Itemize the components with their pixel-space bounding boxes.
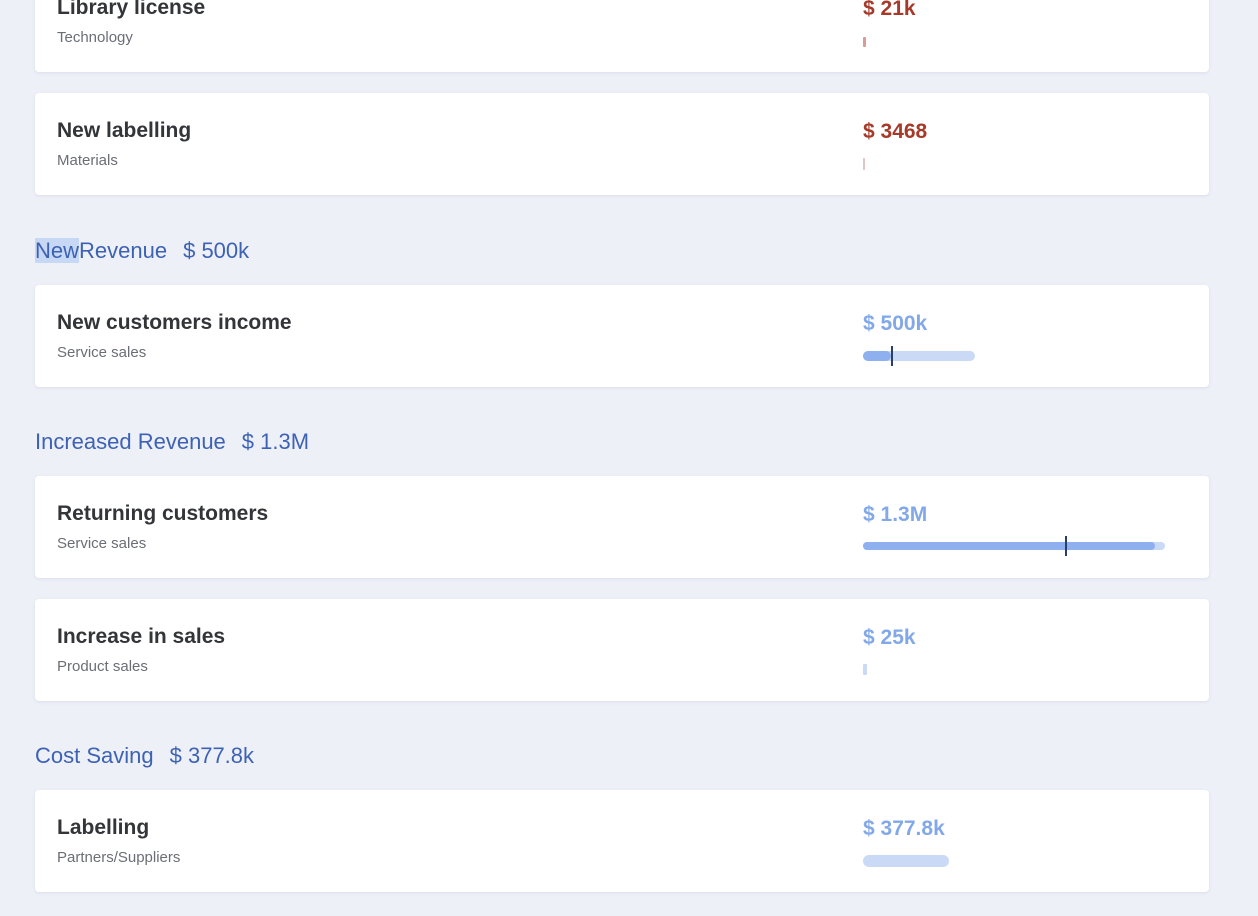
section-header-cost-saving: Cost Saving $ 377.8k — [35, 743, 254, 769]
target-marker — [891, 346, 893, 366]
item-card-returning-customers[interactable]: Returning customers Service sales $ 1.3M — [35, 476, 1209, 578]
item-title: Library license — [57, 0, 206, 19]
amount-bar — [863, 37, 866, 47]
section-label: Cost Saving — [35, 743, 154, 768]
item-amount: $ 3468 — [863, 120, 928, 143]
item-amount: $ 500k — [863, 312, 928, 335]
amount-bar-fill — [863, 542, 1155, 550]
item-title: Increase in sales — [57, 625, 226, 648]
item-category: Service sales — [57, 344, 147, 361]
section-header-new-revenue: NewRevenue $ 500k — [35, 238, 249, 264]
item-amount: $ 1.3M — [863, 503, 928, 526]
item-title: Labelling — [57, 816, 150, 839]
item-category: Service sales — [57, 535, 147, 552]
item-card-library-license[interactable]: Library license Technology $ 21k — [35, 0, 1209, 72]
section-header-increased-revenue: Increased Revenue $ 1.3M — [35, 429, 309, 455]
item-amount: $ 377.8k — [863, 817, 945, 840]
item-title: Returning customers — [57, 502, 269, 525]
target-marker — [1065, 536, 1067, 556]
item-amount: $ 21k — [863, 0, 916, 20]
item-category: Product sales — [57, 658, 148, 675]
item-category: Materials — [57, 152, 118, 169]
item-amount: $ 25k — [863, 626, 916, 649]
item-title: New customers income — [57, 311, 292, 334]
item-category: Partners/Suppliers — [57, 849, 181, 866]
amount-bar — [863, 664, 867, 675]
section-label: Increased Revenue — [35, 429, 226, 454]
item-card-new-customers-income[interactable]: New customers income Service sales $ 500… — [35, 285, 1209, 387]
section-amount: $ 377.8k — [169, 743, 255, 768]
item-category: Technology — [57, 29, 133, 46]
amount-bar — [863, 346, 975, 366]
item-title: New labelling — [57, 119, 192, 142]
section-label: Revenue — [79, 238, 168, 263]
amount-bar — [863, 855, 949, 867]
section-amount: $ 500k — [183, 238, 250, 263]
selected-text[interactable]: New — [35, 238, 80, 263]
amount-bar — [863, 158, 865, 170]
item-card-labelling[interactable]: Labelling Partners/Suppliers $ 377.8k — [35, 790, 1209, 892]
amount-bar-fill — [863, 351, 891, 361]
amount-bar — [863, 536, 1165, 556]
section-amount: $ 1.3M — [241, 429, 310, 454]
item-card-increase-in-sales[interactable]: Increase in sales Product sales $ 25k — [35, 599, 1209, 701]
item-card-new-labelling[interactable]: New labelling Materials $ 3468 — [35, 93, 1209, 195]
